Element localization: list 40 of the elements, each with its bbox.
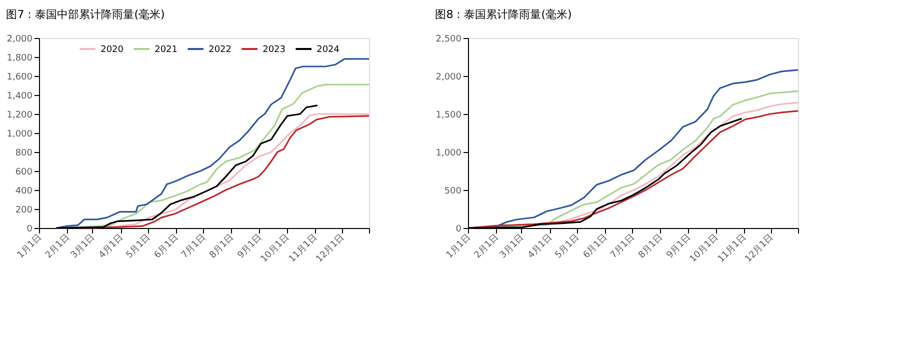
- y-tick-label: 1,600: [6, 72, 33, 82]
- x-tick-label: 7月1日: [180, 232, 208, 261]
- x-tick-label: 5月1日: [124, 232, 153, 261]
- y-tick-label: 0: [26, 224, 33, 234]
- y-tick-label: 1,000: [436, 148, 462, 158]
- y-tick-label: 1,000: [6, 130, 33, 140]
- x-tick-label: 6月1日: [152, 232, 181, 261]
- y-tick-label: 600: [15, 168, 33, 178]
- y-tick-label: 1,500: [436, 110, 462, 120]
- y-tick-label: 500: [444, 186, 462, 196]
- y-tick-label: 1,800: [6, 54, 33, 64]
- x-tick-label: 2月1日: [472, 232, 501, 261]
- y-tick-label: 1,400: [6, 92, 33, 102]
- x-tick-label: 3月1日: [498, 232, 526, 261]
- x-tick-label: 2月1日: [44, 232, 72, 261]
- chart-title: 图7：泰国中部累计降雨量(毫米): [6, 8, 165, 21]
- y-tick-label: 1,200: [6, 110, 33, 120]
- legend-label: 2023: [262, 45, 286, 55]
- y-tick-label: 800: [15, 148, 33, 158]
- x-tick-label: 6月1日: [582, 232, 610, 261]
- x-tick-label: 1月1日: [16, 232, 44, 261]
- legend-label: 2024: [316, 45, 340, 55]
- x-tick-label: 8月1日: [637, 232, 665, 261]
- y-tick-label: 2,500: [436, 34, 462, 44]
- x-tick-label: 4月1日: [526, 232, 554, 261]
- y-tick-label: 200: [15, 206, 33, 216]
- chart-title: 图8：泰国累计降雨量(毫米): [435, 8, 572, 21]
- x-tick-label: 3月1日: [69, 232, 98, 261]
- legend-label: 2020: [100, 45, 124, 55]
- y-tick-label: 2,000: [436, 72, 462, 82]
- y-tick-label: 400: [15, 186, 33, 196]
- y-tick-label: 0: [456, 224, 462, 234]
- x-tick-label: 1月1日: [444, 232, 473, 261]
- y-tick-label: 2,000: [6, 34, 33, 44]
- x-tick-label: 8月1日: [208, 232, 236, 261]
- legend-label: 2022: [208, 45, 232, 55]
- x-tick-label: 7月1日: [608, 232, 637, 261]
- legend-label: 2021: [154, 45, 178, 55]
- x-tick-label: 5月1日: [554, 232, 582, 261]
- x-tick-label: 4月1日: [97, 232, 126, 261]
